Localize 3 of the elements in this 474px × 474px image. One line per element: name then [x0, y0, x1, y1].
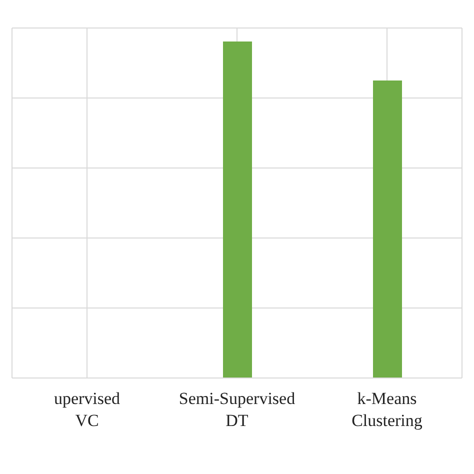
x-tick-label: k-Means Clustering [352, 389, 423, 430]
x-tick-label: upervised VC [54, 389, 121, 430]
x-tick-label: Semi-Supervised DT [178, 389, 296, 430]
